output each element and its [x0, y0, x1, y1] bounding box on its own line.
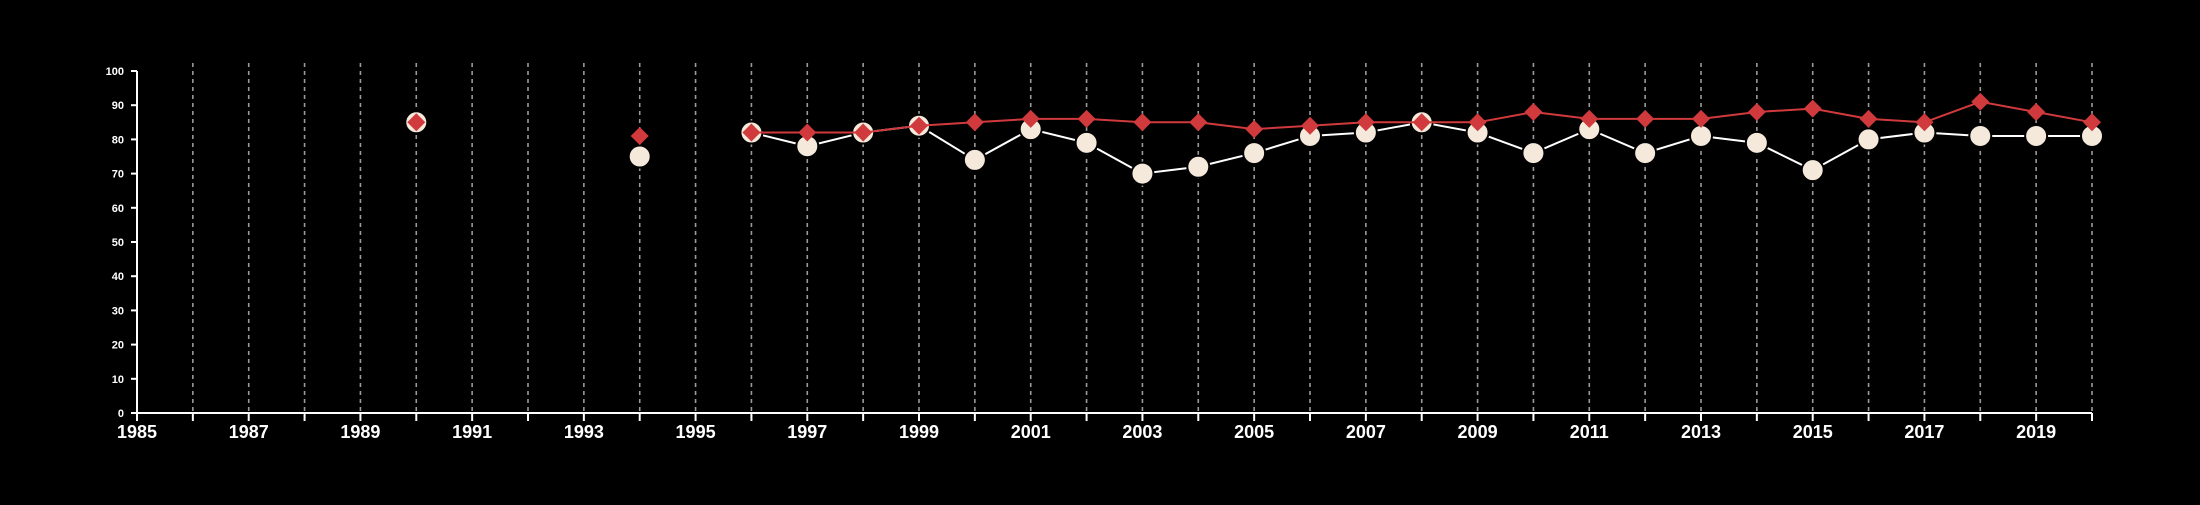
- x-tick-label: 2017: [1904, 422, 1944, 442]
- diamond-point: [1971, 92, 1990, 111]
- diamond-series-line-segment: [1254, 124, 1311, 131]
- y-tick-label: 50: [112, 237, 124, 249]
- x-tick-label: 1999: [899, 422, 939, 442]
- circle-point: [1633, 141, 1658, 166]
- x-tick-label: 2009: [1458, 422, 1498, 442]
- circle-point: [1744, 130, 1769, 155]
- diamond-point: [1636, 109, 1655, 128]
- diamond-series-line-segment: [1868, 117, 1925, 124]
- diamond-point: [742, 123, 761, 142]
- circle-point: [627, 144, 652, 169]
- x-tick-label: 2005: [1234, 422, 1274, 442]
- diamond-series-line-segment: [1533, 111, 1590, 120]
- diamond-series-line-segment: [1198, 121, 1255, 131]
- diamond-series-line-segment: [1812, 107, 1869, 120]
- x-tick-label: 2001: [1011, 422, 1051, 442]
- diamond-point: [1468, 113, 1487, 132]
- diamond-point: [1803, 99, 1822, 118]
- y-tick-label: 80: [112, 134, 124, 146]
- x-tick-label: 2007: [1346, 422, 1386, 442]
- axis-layer: 0 10 20 30 40 50 60 70 80 90 100 1985 1987 1989 1991 19…: [106, 66, 2093, 442]
- diamond-point: [1245, 120, 1264, 139]
- circle-point: [1800, 158, 1825, 183]
- y-tick-label: 30: [112, 305, 124, 317]
- y-tick-label: 0: [118, 408, 124, 420]
- y-tick-label: 20: [112, 340, 124, 352]
- x-tick-label: 1987: [229, 422, 269, 442]
- diamond-point: [1859, 109, 1878, 128]
- y-tick-label: 60: [112, 203, 124, 215]
- diamond-point: [1301, 116, 1319, 135]
- diamond-point: [1412, 113, 1431, 132]
- diamond-series-line-segment: [1924, 100, 1981, 124]
- diamond-series-line-segment: [974, 117, 1031, 124]
- x-tick-label: 1995: [676, 422, 716, 442]
- diamond-series-line-segment: [918, 121, 975, 127]
- x-tick-label: 1985: [117, 422, 157, 442]
- x-tick-label: 1997: [787, 422, 827, 442]
- diamond-point: [1580, 109, 1599, 128]
- y-tick-label: 10: [112, 374, 124, 386]
- diamond-point: [1747, 103, 1766, 122]
- diamond-point: [630, 126, 649, 145]
- circle-point: [1186, 154, 1211, 179]
- circle-point: [1689, 123, 1713, 148]
- x-tick-label: 2015: [1793, 422, 1833, 442]
- diamond-series-line-segment: [863, 124, 920, 134]
- diamond-point: [1077, 109, 1096, 128]
- diamond-point: [1915, 113, 1934, 132]
- y-tick-label: 90: [112, 100, 124, 112]
- diamond-point: [854, 123, 873, 142]
- circle-point: [962, 147, 987, 172]
- x-tick-label: 2019: [2016, 422, 2056, 442]
- diamond-series-line-segment: [1086, 117, 1143, 124]
- x-tick-label: 2003: [1122, 422, 1162, 442]
- diamond-point: [407, 113, 426, 132]
- diamond-point: [1189, 113, 1208, 132]
- diamond-series-line-segment: [1756, 107, 1813, 114]
- y-tick-label: 100: [106, 66, 124, 78]
- diamond-point: [1356, 113, 1375, 132]
- diamond-point: [798, 123, 817, 142]
- circle-point: [2024, 123, 2049, 148]
- circle-point: [1242, 141, 1267, 166]
- diamond-point: [1524, 103, 1543, 122]
- circle-point: [1130, 161, 1155, 186]
- circle-point: [1968, 123, 1993, 148]
- y-tick-label: 70: [112, 169, 124, 181]
- diamond-series-line-segment: [1700, 111, 1757, 120]
- series-layer: [404, 92, 2104, 186]
- x-tick-label: 1993: [564, 422, 604, 442]
- circle-point: [1856, 127, 1881, 152]
- diamond-point: [1021, 109, 1040, 128]
- diamond-point: [910, 116, 928, 135]
- diamond-point: [2027, 103, 2046, 122]
- diamond-point: [1692, 109, 1710, 128]
- diamond-point: [1133, 113, 1152, 132]
- circle-point: [1521, 141, 1546, 166]
- circle-point: [1074, 130, 1099, 155]
- x-tick-label: 1989: [340, 422, 380, 442]
- x-tick-label: 1991: [452, 422, 492, 442]
- diamond-point: [965, 113, 984, 132]
- y-tick-label: 40: [112, 271, 124, 283]
- x-tick-label: 2013: [1681, 422, 1721, 442]
- diamond-series-line-segment: [2035, 111, 2093, 124]
- diamond-series-line-segment: [1309, 121, 1366, 127]
- diamond-point: [2083, 113, 2101, 132]
- diamond-series-line-segment: [1477, 111, 1534, 124]
- x-tick-label: 2011: [1570, 422, 1609, 442]
- diamond-series-line-segment: [1980, 100, 2037, 114]
